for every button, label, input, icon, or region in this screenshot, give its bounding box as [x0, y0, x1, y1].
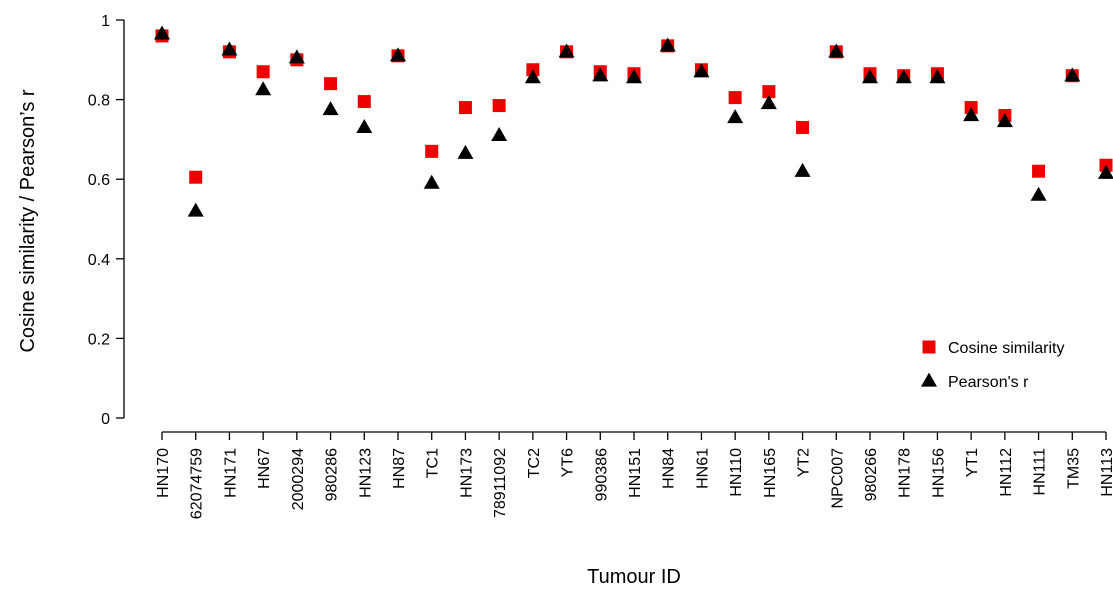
x-tick-label: TC1	[425, 448, 442, 478]
pearson-point	[154, 25, 170, 40]
pearson-point	[693, 63, 710, 78]
cosine-point	[189, 170, 203, 184]
x-tick-label: HN111	[1032, 448, 1049, 496]
cosine-point	[324, 77, 338, 91]
pearson-point	[187, 202, 204, 217]
pearson-point	[423, 174, 440, 189]
y-axis-title: Cosine similarity / Pearson’s r	[17, 89, 39, 352]
y-tick-label: 0	[101, 411, 110, 428]
pearson-point	[356, 119, 373, 134]
cosine-point	[796, 120, 810, 134]
x-tick-label: 990386	[593, 448, 610, 501]
legend-triangle-marker	[921, 372, 937, 387]
pearson-point	[828, 43, 845, 58]
cosine-point	[357, 95, 371, 109]
pearson-point	[221, 41, 238, 56]
x-tick-label: HN113	[1099, 448, 1113, 497]
x-tick-label: HN173	[458, 448, 475, 498]
legend-label: Cosine similarity	[948, 340, 1064, 357]
cosine-point	[458, 101, 472, 115]
x-tick-label: HN67	[256, 448, 273, 489]
x-tick-label: HN112	[998, 448, 1015, 497]
x-tick-label: 62074759	[189, 448, 206, 519]
cosine-point	[728, 91, 742, 105]
y-tick-label: 1	[101, 13, 110, 30]
legend-square-marker	[922, 340, 936, 354]
pearson-point	[255, 81, 272, 96]
x-tick-label: HN87	[391, 448, 408, 489]
x-tick-label: YT1	[964, 448, 981, 477]
x-tick-label: HN165	[762, 448, 779, 498]
x-tick-label: 980266	[863, 448, 880, 501]
pearson-point	[1030, 186, 1047, 201]
x-tick-label: HN170	[155, 448, 172, 498]
x-axis: HN170 62074759 HN171 HN67 2000294 980286 HN123…	[155, 431, 1113, 519]
pearson-point	[794, 162, 811, 177]
pearson-point	[862, 69, 878, 84]
pearson-point	[659, 37, 676, 52]
pearson-point	[929, 69, 946, 84]
x-tick-label: HN178	[897, 448, 914, 498]
x-tick-label: HN151	[627, 448, 644, 498]
y-axis: 0 0.2 0.4 0.6 0.8 1	[88, 13, 125, 428]
pearson-point	[288, 49, 305, 64]
pearson-point	[592, 67, 609, 82]
x-tick-label: HN61	[694, 448, 711, 489]
cosine-point	[492, 99, 506, 113]
x-tick-label: 78911092	[492, 448, 509, 518]
y-tick-label: 0.8	[88, 93, 110, 110]
y-tick-label: 0.4	[88, 252, 110, 269]
x-tick-label: TM35	[1065, 448, 1082, 489]
pearson-point	[1064, 67, 1081, 82]
pearson-point	[760, 95, 777, 110]
pearson-point	[963, 107, 980, 122]
x-tick-label: 2000294	[290, 448, 307, 510]
x-axis-title: Tumour ID	[587, 566, 681, 588]
x-tick-label: NPC007	[829, 448, 846, 509]
y-tick-label: 0.2	[88, 331, 110, 348]
x-tick-label: HN123	[357, 448, 374, 498]
pearson-point	[996, 113, 1013, 128]
legend: Cosine similarity Pearson's r	[921, 340, 1064, 391]
pearson-point	[1098, 164, 1113, 179]
data-marks	[154, 25, 1113, 217]
x-tick-label: HN110	[728, 448, 745, 497]
cosine-point	[762, 85, 776, 99]
series-pearsons-r	[154, 25, 1113, 217]
pearson-point	[457, 144, 474, 159]
series-cosine-similarity	[155, 29, 1113, 184]
x-tick-label: HN84	[661, 448, 678, 489]
legend-label: Pearson's r	[948, 374, 1029, 391]
pearson-point	[727, 109, 744, 124]
cosine-point	[1032, 164, 1046, 178]
pearson-point	[390, 47, 406, 62]
pearson-point	[626, 69, 642, 84]
x-tick-label: HN156	[930, 448, 947, 498]
y-tick-label: 0.6	[88, 172, 110, 189]
x-tick-label: YT6	[560, 448, 577, 477]
pearson-point	[322, 101, 339, 116]
pearson-point	[524, 69, 541, 84]
x-tick-label: 980286	[324, 448, 341, 501]
cosine-point	[425, 144, 439, 158]
pearson-point	[491, 127, 508, 142]
pearson-point	[895, 69, 912, 84]
pearson-point	[558, 43, 575, 58]
cosine-point	[256, 65, 270, 79]
x-tick-label: HN171	[222, 448, 239, 498]
x-tick-label: TC2	[526, 448, 543, 478]
x-tick-label: YT2	[796, 448, 813, 477]
